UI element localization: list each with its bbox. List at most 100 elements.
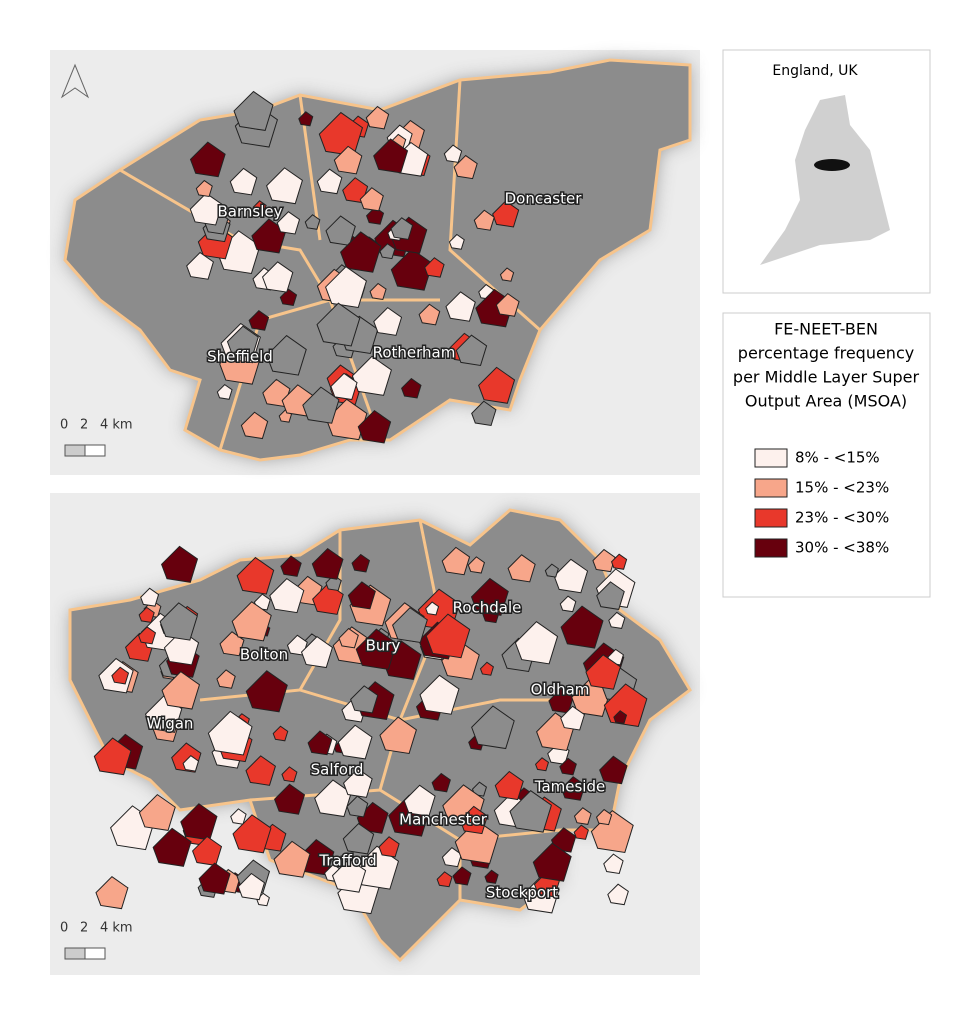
msoa-area [180,803,218,841]
msoa-area [192,835,223,866]
msoa-area [281,766,298,783]
msoa-area [443,144,463,163]
msoa-area [365,105,390,130]
legend: FE-NEET-BEN percentage frequency per Middl… [733,320,920,558]
msoa-area [316,168,343,195]
msoa-area [390,248,433,291]
msoa-area [333,145,363,175]
legend-swatch [754,538,788,558]
town-label: Sheffield [207,348,273,366]
msoa-area [459,805,488,835]
msoa-area [596,581,625,610]
msoa-area [355,628,398,670]
msoa-area [573,824,589,840]
msoa-area [452,866,472,886]
legend-title: Output Area (MSOA) [745,392,907,411]
msoa-area [473,209,495,231]
msoa-area [425,601,440,616]
msoa-area [424,257,445,278]
town-label: Trafford [318,852,376,870]
town-label: Bury [366,637,401,655]
msoa-area [245,670,288,713]
msoa-area [198,862,231,895]
msoa-area [233,90,274,131]
msoa-area [607,883,629,906]
msoa-area [226,325,259,358]
legend-label: 23% - <30% [795,509,889,527]
england-outline [760,95,890,265]
msoa-area [441,546,471,576]
town-label: Barnsley [218,203,283,221]
msoa-area [248,310,270,331]
msoa-area [137,626,157,645]
msoa-area [312,583,344,615]
msoa-area [560,605,604,649]
msoa-area [401,377,422,399]
legend-swatch [754,508,788,528]
msoa-area [316,302,361,347]
msoa-area [302,386,340,424]
legend-label: 15% - <23% [795,479,889,497]
msoa-area [599,755,628,785]
msoa-area [373,306,403,336]
msoa-area [608,611,626,629]
msoa-area [359,187,384,212]
town-label: Stockport [486,884,558,902]
msoa-area [272,725,289,742]
msoa-area [471,400,497,427]
msoa-area [492,200,520,228]
msoa-area [343,768,373,798]
msoa-area [304,214,321,230]
msoa-area [373,138,409,174]
legend-title: FE-NEET-BEN [774,320,878,339]
inset-title: England, UK [772,63,858,79]
msoa-area [357,409,392,444]
msoa-area [159,602,198,641]
msoa-area [379,243,396,260]
scale-bar [64,947,86,960]
msoa-area [340,231,382,273]
msoa-area [347,581,376,610]
msoa-area [261,261,294,293]
msoa-area [342,822,375,855]
msoa-area [216,669,236,689]
msoa-area [467,556,486,574]
msoa-area [95,876,129,910]
map-south-yorkshire [63,58,692,462]
msoa-area [342,177,369,204]
msoa-area [325,215,356,246]
scale-label: 2 [80,418,88,433]
msoa-area [507,554,536,583]
scale-label: 0 [60,418,68,433]
msoa-area [140,587,160,607]
legend-swatch [754,478,788,498]
msoa-area [366,206,385,225]
town-label: Rochdale [453,599,522,617]
msoa-area [448,233,465,250]
msoa-area [318,111,364,157]
msoa-area [195,179,213,198]
town-label: Manchester [399,811,488,829]
msoa-area [138,606,155,623]
msoa-area [351,553,371,573]
msoa-area [186,251,214,280]
msoa-area [279,288,298,307]
msoa-area [111,666,130,685]
msoa-area [445,291,476,322]
msoa-area [544,563,559,578]
msoa-area [484,869,499,884]
town-label: Wigan [147,715,194,733]
legend-title: percentage frequency [738,344,914,363]
msoa-area [189,192,223,226]
msoa-area [231,601,272,642]
msoa-area [330,372,358,401]
msoa-area [559,757,577,776]
msoa-area [509,790,552,833]
town-label: Oldham [531,681,590,699]
scale-label: 4 km [100,418,133,433]
msoa-area [331,858,367,893]
msoa-area [240,411,269,440]
msoa-area [559,595,577,613]
msoa-area [403,784,436,817]
town-label: Rotherham [373,344,456,362]
